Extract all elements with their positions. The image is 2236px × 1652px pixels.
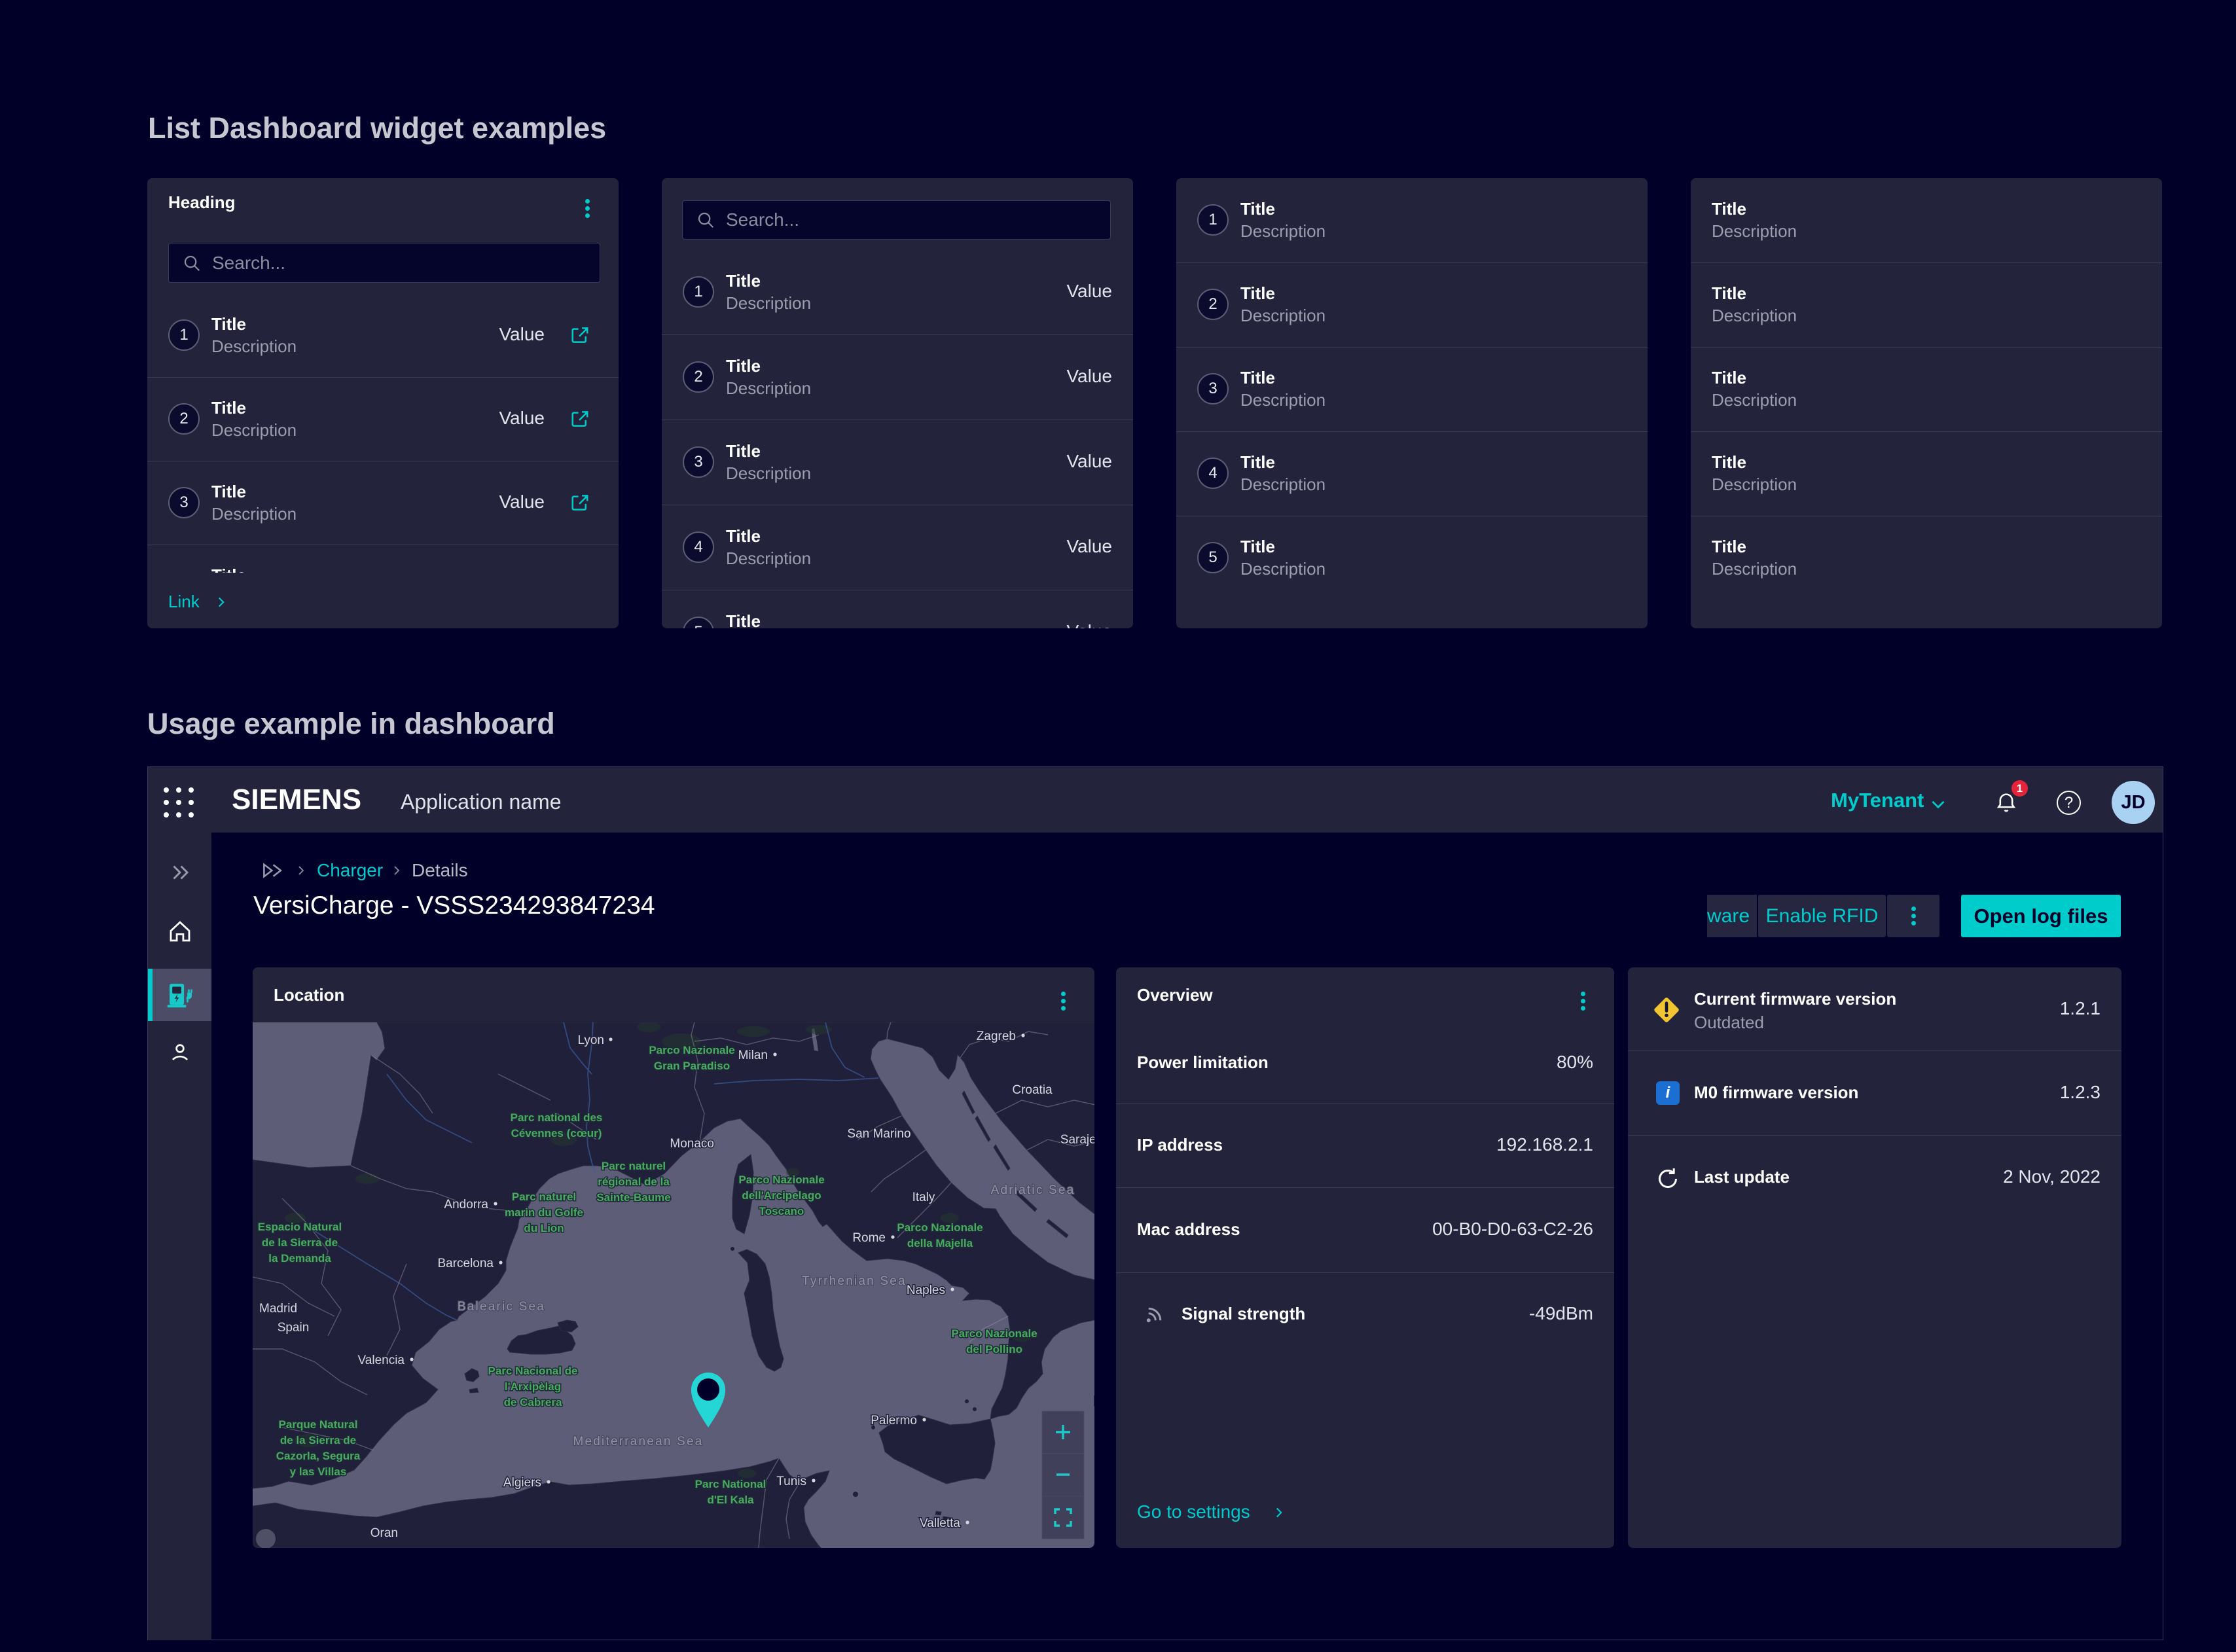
svg-text:la Demanda: la Demanda — [268, 1252, 331, 1265]
svg-text:régional de la: régional de la — [598, 1176, 670, 1188]
svg-text:Andorra: Andorra — [444, 1198, 488, 1212]
svg-text:Parc naturel: Parc naturel — [602, 1160, 666, 1172]
svg-text:marin du Golfe: marin du Golfe — [505, 1206, 583, 1219]
svg-text:l'Arxipèlag: l'Arxipèlag — [505, 1380, 561, 1393]
svg-text:Valencia: Valencia — [358, 1354, 405, 1367]
svg-text:del Pollino: del Pollino — [966, 1343, 1022, 1356]
svg-text:du Lion: du Lion — [524, 1222, 564, 1234]
svg-text:Parco Nazionale: Parco Nazionale — [649, 1044, 734, 1056]
svg-text:Tunis: Tunis — [776, 1475, 806, 1488]
svg-text:Cévennes (cœur): Cévennes (cœur) — [511, 1127, 602, 1140]
svg-text:Palermo: Palermo — [871, 1414, 917, 1428]
svg-text:Valletta: Valletta — [920, 1517, 960, 1530]
svg-text:Parc naturel: Parc naturel — [512, 1191, 576, 1203]
svg-text:Sainte-Baume: Sainte-Baume — [596, 1191, 670, 1204]
svg-text:Sarajev: Sarajev — [1060, 1133, 1094, 1147]
svg-text:Milan: Milan — [738, 1049, 768, 1062]
svg-text:Algiers: Algiers — [503, 1476, 541, 1490]
svg-text:Barcelona: Barcelona — [437, 1257, 494, 1270]
svg-text:Monaco: Monaco — [670, 1137, 714, 1151]
svg-text:Balearic Sea: Balearic Sea — [458, 1300, 545, 1314]
svg-text:de la Sierra de: de la Sierra de — [262, 1236, 338, 1249]
svg-text:Parco Nazionale: Parco Nazionale — [738, 1174, 824, 1186]
svg-text:Parc National: Parc National — [695, 1478, 766, 1490]
svg-text:Parc Nacional de: Parc Nacional de — [488, 1365, 577, 1377]
svg-text:Spain: Spain — [278, 1321, 310, 1335]
svg-text:y las Villas: y las Villas — [290, 1465, 347, 1478]
svg-text:Espacio Natural: Espacio Natural — [258, 1221, 342, 1233]
svg-text:de Cabrera: de Cabrera — [504, 1396, 562, 1409]
svg-text:Parc national des: Parc national des — [511, 1111, 603, 1124]
svg-text:d'El Kala: d'El Kala — [707, 1494, 754, 1506]
svg-text:dell'Arcipelago: dell'Arcipelago — [742, 1189, 821, 1202]
svg-text:Toscano: Toscano — [759, 1205, 804, 1217]
svg-text:Croatia: Croatia — [1012, 1083, 1053, 1097]
svg-text:Parco Nazionale: Parco Nazionale — [897, 1221, 983, 1234]
svg-text:Oran: Oran — [370, 1526, 398, 1540]
svg-text:Rome: Rome — [852, 1231, 886, 1245]
svg-text:Madrid: Madrid — [259, 1302, 297, 1316]
svg-text:Adriatic Sea: Adriatic Sea — [991, 1183, 1075, 1197]
svg-text:Tyrrhenian Sea: Tyrrhenian Sea — [802, 1274, 907, 1288]
svg-text:Lyon: Lyon — [578, 1033, 605, 1047]
svg-text:Zagreb: Zagreb — [977, 1030, 1016, 1043]
svg-text:Naples: Naples — [907, 1284, 945, 1297]
svg-text:Italy: Italy — [912, 1191, 935, 1204]
svg-text:Gran Paradiso: Gran Paradiso — [654, 1060, 730, 1072]
svg-text:Mediterranean Sea: Mediterranean Sea — [573, 1435, 703, 1448]
svg-text:della Majella: della Majella — [907, 1237, 973, 1249]
svg-text:Parque Natural: Parque Natural — [279, 1418, 358, 1431]
svg-text:San Marino: San Marino — [847, 1127, 911, 1141]
svg-text:de la Sierra de: de la Sierra de — [280, 1434, 356, 1446]
svg-text:Parco Nazionale: Parco Nazionale — [951, 1327, 1037, 1340]
svg-text:Cazorla, Segura: Cazorla, Segura — [276, 1450, 361, 1462]
